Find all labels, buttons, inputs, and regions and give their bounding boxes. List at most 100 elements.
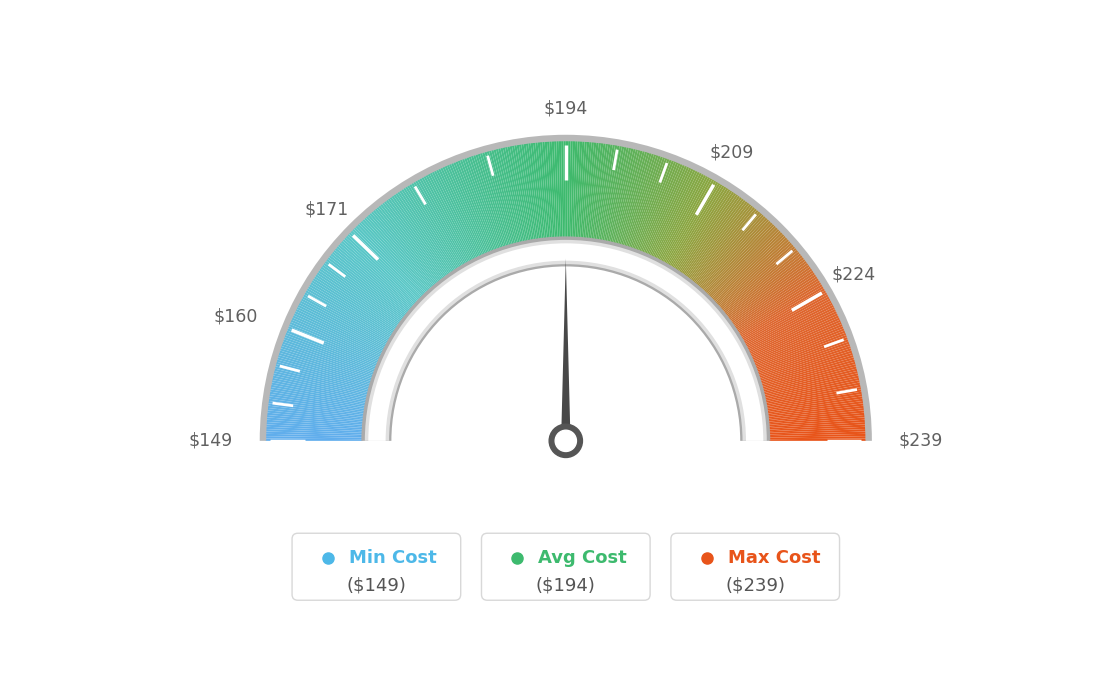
Wedge shape xyxy=(485,151,512,245)
Wedge shape xyxy=(556,141,561,237)
Wedge shape xyxy=(374,208,437,284)
Wedge shape xyxy=(273,375,368,398)
Wedge shape xyxy=(753,324,843,363)
Wedge shape xyxy=(644,164,683,254)
Wedge shape xyxy=(369,244,763,441)
Wedge shape xyxy=(473,155,505,248)
Wedge shape xyxy=(268,401,364,415)
Wedge shape xyxy=(760,351,852,381)
Wedge shape xyxy=(376,206,438,283)
FancyBboxPatch shape xyxy=(481,533,650,600)
Wedge shape xyxy=(754,328,845,366)
Wedge shape xyxy=(729,261,807,320)
Wedge shape xyxy=(500,147,523,242)
Wedge shape xyxy=(709,227,778,297)
Wedge shape xyxy=(767,406,864,419)
Wedge shape xyxy=(768,422,866,430)
Wedge shape xyxy=(746,302,834,348)
Wedge shape xyxy=(333,249,410,313)
Wedge shape xyxy=(287,326,378,364)
Wedge shape xyxy=(270,384,367,404)
Wedge shape xyxy=(631,157,666,249)
Wedge shape xyxy=(491,150,517,244)
Wedge shape xyxy=(720,244,794,309)
Wedge shape xyxy=(259,135,872,441)
Wedge shape xyxy=(461,158,497,250)
Wedge shape xyxy=(736,278,819,332)
Wedge shape xyxy=(761,355,854,384)
Wedge shape xyxy=(273,373,368,397)
Wedge shape xyxy=(742,292,828,342)
Wedge shape xyxy=(305,290,390,340)
Wedge shape xyxy=(581,141,590,238)
Wedge shape xyxy=(768,429,866,435)
Wedge shape xyxy=(487,150,513,245)
Wedge shape xyxy=(475,154,506,247)
Text: $239: $239 xyxy=(899,432,943,450)
Wedge shape xyxy=(768,415,866,425)
Wedge shape xyxy=(493,149,519,244)
Wedge shape xyxy=(687,199,746,278)
Wedge shape xyxy=(285,333,376,369)
Wedge shape xyxy=(359,222,426,294)
Wedge shape xyxy=(713,234,785,302)
Wedge shape xyxy=(750,313,839,356)
Wedge shape xyxy=(279,351,372,381)
Wedge shape xyxy=(734,272,816,328)
Wedge shape xyxy=(765,380,860,401)
Wedge shape xyxy=(590,143,604,239)
Wedge shape xyxy=(526,143,540,239)
Wedge shape xyxy=(648,166,689,255)
Wedge shape xyxy=(266,431,362,436)
Wedge shape xyxy=(582,141,592,238)
Wedge shape xyxy=(693,206,755,283)
Wedge shape xyxy=(765,382,861,403)
Wedge shape xyxy=(768,420,866,428)
Wedge shape xyxy=(754,326,845,364)
Wedge shape xyxy=(342,239,415,305)
Wedge shape xyxy=(507,146,528,242)
Wedge shape xyxy=(314,276,396,331)
Wedge shape xyxy=(673,186,726,269)
Wedge shape xyxy=(563,141,565,237)
Wedge shape xyxy=(283,339,374,373)
Wedge shape xyxy=(512,145,531,241)
Wedge shape xyxy=(721,248,797,311)
Wedge shape xyxy=(270,382,367,403)
Wedge shape xyxy=(523,144,539,239)
Wedge shape xyxy=(758,344,851,377)
Wedge shape xyxy=(434,170,478,258)
Wedge shape xyxy=(575,141,582,238)
Wedge shape xyxy=(266,429,363,435)
Wedge shape xyxy=(561,141,564,237)
Wedge shape xyxy=(730,264,810,323)
Text: ($239): ($239) xyxy=(725,576,785,594)
Wedge shape xyxy=(651,168,693,257)
Wedge shape xyxy=(594,144,611,240)
Wedge shape xyxy=(364,240,767,441)
Wedge shape xyxy=(659,175,707,262)
Wedge shape xyxy=(362,219,429,292)
Wedge shape xyxy=(331,251,408,314)
Wedge shape xyxy=(307,286,392,337)
Wedge shape xyxy=(296,306,384,351)
Wedge shape xyxy=(701,217,768,290)
Wedge shape xyxy=(639,161,677,252)
Wedge shape xyxy=(766,387,861,406)
Wedge shape xyxy=(747,304,835,350)
Wedge shape xyxy=(749,311,838,354)
Wedge shape xyxy=(372,210,436,285)
Wedge shape xyxy=(604,146,625,242)
Wedge shape xyxy=(567,141,571,237)
Wedge shape xyxy=(395,193,452,274)
Wedge shape xyxy=(686,198,744,277)
Wedge shape xyxy=(266,417,363,426)
Wedge shape xyxy=(347,234,418,302)
Text: Max Cost: Max Cost xyxy=(728,549,820,566)
Wedge shape xyxy=(613,149,638,244)
Wedge shape xyxy=(335,248,411,311)
Wedge shape xyxy=(478,153,508,246)
Wedge shape xyxy=(440,167,482,256)
Wedge shape xyxy=(267,403,364,417)
Wedge shape xyxy=(453,161,491,253)
